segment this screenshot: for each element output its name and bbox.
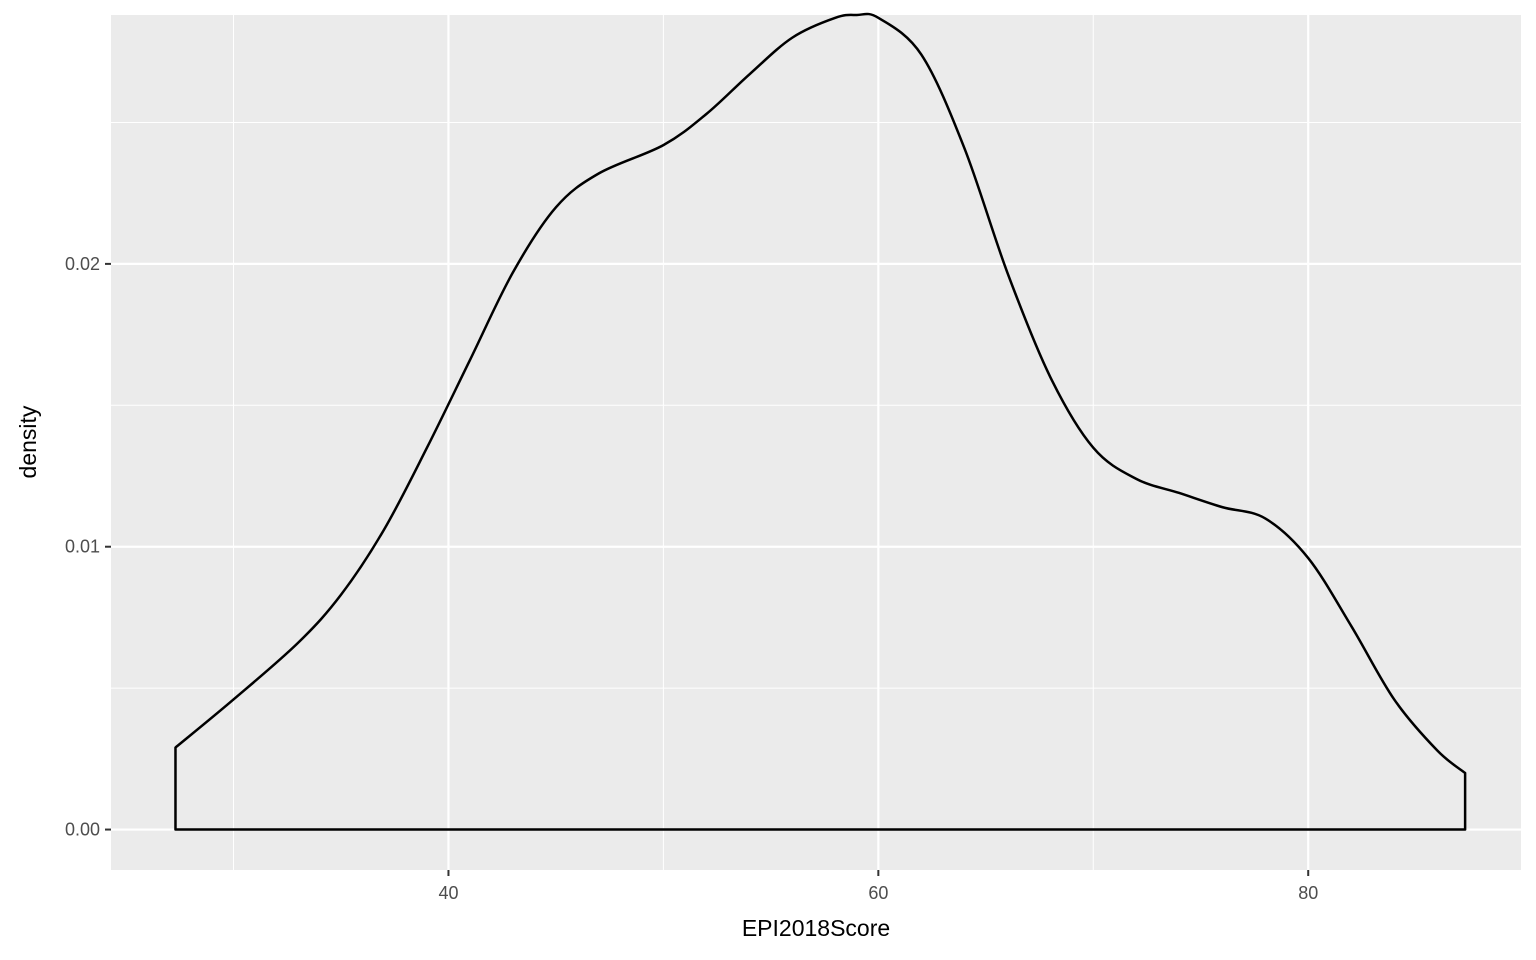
x-axis-title: EPI2018Score bbox=[742, 915, 890, 941]
axes: 40 60 80 0.00 0.01 0.02 bbox=[65, 254, 1318, 903]
y-tick-label: 0.02 bbox=[65, 254, 100, 274]
x-tick-label: 60 bbox=[868, 883, 888, 903]
density-series bbox=[174, 12, 1467, 831]
y-axis-title: density bbox=[15, 405, 41, 478]
y-tick-label: 0.01 bbox=[65, 537, 100, 557]
x-tick-label: 40 bbox=[438, 883, 458, 903]
x-tick-label: 80 bbox=[1298, 883, 1318, 903]
y-tick-label: 0.00 bbox=[65, 820, 100, 840]
density-curve bbox=[174, 12, 1467, 831]
plot-panel bbox=[111, 15, 1521, 870]
